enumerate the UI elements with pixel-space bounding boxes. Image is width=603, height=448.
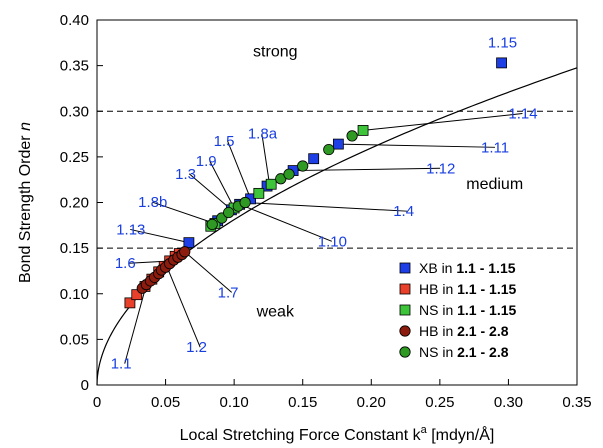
data-points	[124, 57, 507, 309]
x-axis-title-unit: [mdyn/Å]	[427, 425, 495, 444]
annotation-leader	[184, 251, 233, 293]
annotation-label: 1.14	[508, 106, 537, 123]
annotation-leader	[227, 140, 252, 200]
legend-entry: HB in 2.1 - 2.8	[419, 323, 509, 339]
x-tick-label: 0.25	[425, 394, 454, 411]
legend-marker	[399, 283, 411, 295]
x-tick-label: 0.15	[288, 394, 317, 411]
legend-marker	[399, 325, 411, 337]
annotation-label: 1.1	[111, 356, 132, 373]
annotation-leader	[151, 201, 216, 224]
y-tick-label: 0.30	[60, 103, 89, 120]
y-tick-label: 0	[81, 377, 89, 394]
data-point	[323, 143, 335, 156]
annotation-leader	[209, 160, 235, 209]
annotation-leader	[245, 202, 408, 212]
x-tick-label: 0.10	[220, 394, 249, 411]
data-point	[239, 196, 251, 209]
legend-entry: XB in 1.1 - 1.15	[419, 260, 516, 276]
y-tick-label: 0.15	[60, 240, 89, 257]
annotation-leader	[167, 269, 201, 348]
y-tick-label: 0.25	[60, 149, 89, 166]
data-point	[179, 246, 191, 258]
data-point	[223, 206, 235, 219]
annotation-leader	[363, 113, 523, 131]
region-label: weak	[256, 304, 295, 321]
annotation-label: 1.8a	[248, 126, 278, 143]
annotation-label: 1.9	[196, 153, 217, 170]
data-point	[332, 138, 344, 150]
data-point	[131, 289, 143, 301]
legend-entry: NS in 1.1 - 1.15	[419, 302, 516, 318]
annotation-leaders	[124, 113, 523, 364]
data-point	[183, 237, 195, 249]
legend: XB in 1.1 - 1.15 HB in 1.1 - 1.15 NS in 1.…	[399, 260, 516, 360]
annotation-label: 1.8b	[138, 194, 167, 211]
data-point	[297, 160, 309, 172]
region-labels: strong medium weak	[253, 44, 523, 321]
annotation-leader	[293, 167, 441, 172]
y-tick-label: 0.10	[60, 286, 89, 303]
legend-marker	[399, 262, 411, 274]
annotation-label: 1.4	[393, 203, 414, 220]
x-tick-label: 0.05	[151, 394, 180, 411]
annotation-label: 1.5	[214, 133, 235, 150]
data-point	[496, 57, 507, 69]
annotation-leader	[338, 143, 496, 148]
annotation-label: 1.13	[116, 221, 145, 238]
annotation-leader	[130, 228, 189, 244]
axis-ticks: 0 0.05 0.10 0.15 0.20 0.25 0.30 0.35 0 0.05 0.10 0.…	[60, 12, 592, 411]
legend-marker	[399, 304, 411, 316]
x-tick-label: 0.35	[562, 394, 591, 411]
y-axis-title: Bond Strength Order n	[17, 122, 34, 283]
data-point	[283, 168, 295, 180]
data-point	[206, 218, 218, 230]
x-axis-title-main: Local Stretching Force Constant k	[180, 427, 422, 444]
data-point	[124, 297, 136, 309]
data-point	[308, 153, 320, 165]
y-axis-title-symbol: n	[17, 122, 34, 131]
x-tick-label: 0	[93, 394, 101, 411]
legend-marker	[399, 346, 411, 358]
data-point	[253, 187, 265, 199]
annotation-leader	[188, 173, 232, 211]
annotation-label: 1.11	[481, 139, 509, 156]
y-tick-label: 0.05	[60, 331, 89, 348]
annotation-label: 1.7	[218, 284, 239, 301]
legend-entry: NS in 2.1 - 2.8	[419, 344, 509, 360]
y-tick-label: 0.40	[60, 12, 89, 29]
annotation-label: 1.10	[318, 233, 347, 250]
x-tick-label: 0.30	[494, 394, 523, 411]
x-axis-title-superscript: a	[421, 424, 428, 436]
y-tick-label: 0.35	[60, 58, 89, 75]
annotation-label: 1.15	[488, 34, 517, 51]
annotation-leader	[239, 203, 332, 242]
annotation-label: 1.12	[426, 160, 455, 177]
data-point	[265, 178, 277, 190]
legend-entry: HB in 1.1 - 1.15	[419, 281, 516, 297]
data-point	[357, 125, 369, 136]
fit-curve-layer	[96, 67, 578, 386]
annotation-leader	[124, 284, 147, 364]
annotation-labels: 1.15 1.8a 1.5 1.91.3 1.8b 1.13 1.6 1.1 1.2 1.7 1.1…	[111, 34, 538, 372]
data-point	[346, 130, 358, 142]
annotation-leader	[261, 133, 271, 187]
annotation-label: 1.3	[175, 166, 196, 183]
y-axis-title-main: Bond Strength Order	[17, 131, 34, 283]
annotation-label: 1.6	[115, 255, 136, 272]
x-tick-label: 0.20	[357, 394, 386, 411]
fit-curve	[96, 67, 578, 386]
threshold-lines	[97, 110, 577, 249]
x-axis-title: Local Stretching Force Constant ka [mdyn…	[180, 424, 495, 444]
annotation-label: 1.2	[186, 339, 207, 356]
region-label: strong	[253, 44, 297, 61]
region-label: medium	[466, 176, 523, 193]
y-tick-label: 0.20	[60, 195, 89, 212]
